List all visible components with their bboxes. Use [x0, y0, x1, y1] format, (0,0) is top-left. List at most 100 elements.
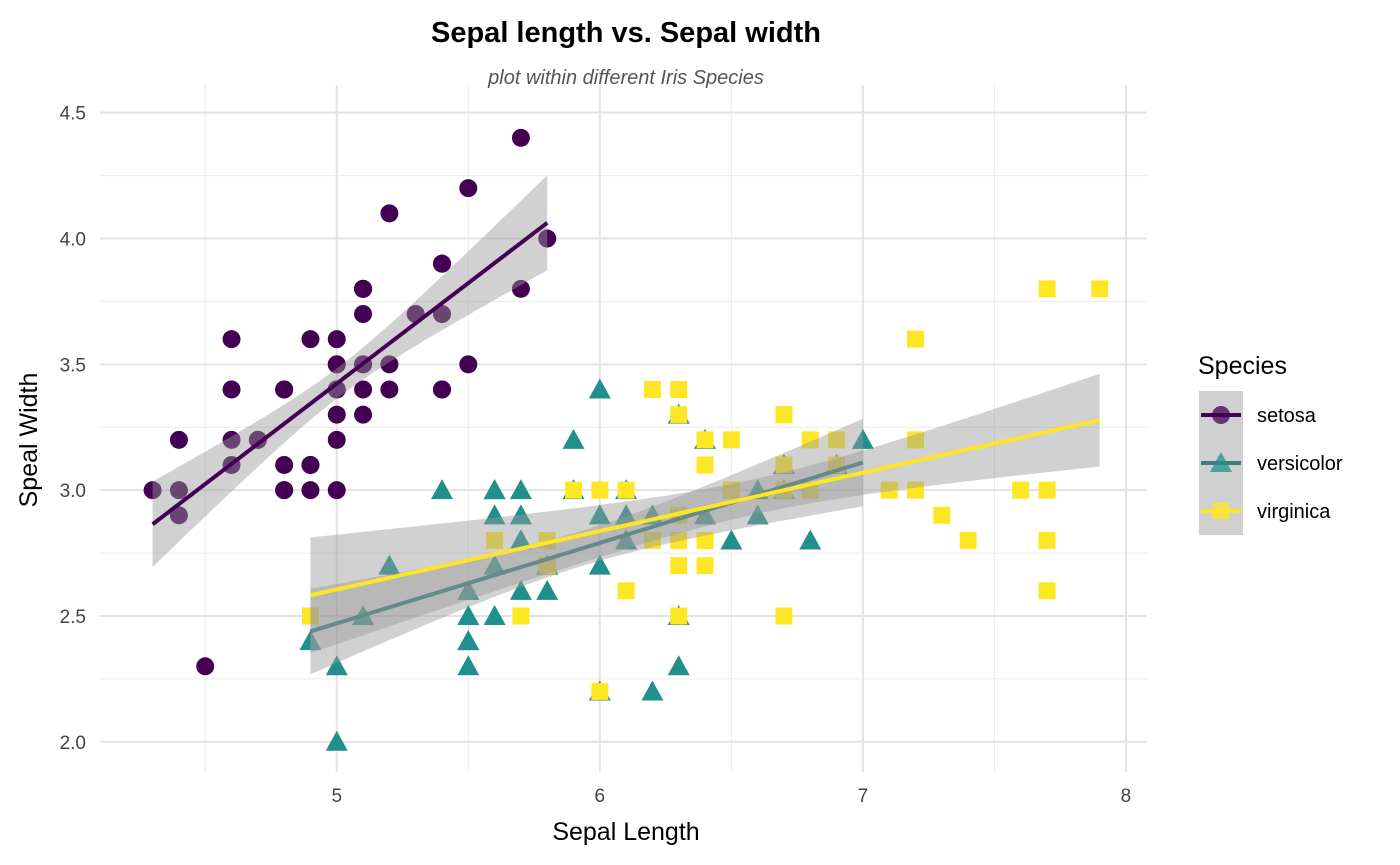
versicolor-point — [588, 554, 611, 575]
legend-label-virginica: virginica — [1257, 501, 1331, 523]
setosa-point — [327, 405, 346, 424]
versicolor-point — [615, 504, 638, 525]
versicolor-point — [694, 504, 717, 525]
versicolor-point — [483, 504, 506, 525]
versicolor-point — [299, 630, 322, 651]
chart-subtitle: plot within different Iris Species — [487, 67, 764, 89]
versicolor-point — [720, 529, 743, 550]
setosa-point — [354, 305, 373, 323]
setosa-point — [511, 128, 530, 147]
virginica-point — [959, 531, 977, 549]
virginica-point — [775, 456, 793, 474]
setosa-point — [301, 330, 320, 349]
versicolor-point — [483, 479, 506, 500]
setosa-point — [354, 405, 373, 424]
setosa-point — [196, 657, 215, 676]
versicolor-point — [483, 554, 506, 575]
virginica-point — [907, 330, 925, 348]
setosa-point — [169, 430, 188, 449]
virginica-point — [775, 607, 793, 625]
versicolor-point — [325, 730, 348, 751]
versicolor-fit-line — [309, 460, 864, 634]
points-layer — [143, 128, 1109, 751]
virginica-point — [617, 481, 635, 499]
setosa-point — [301, 481, 320, 500]
virginica-point — [907, 431, 925, 449]
versicolor-point — [457, 630, 480, 651]
virginica-point — [512, 607, 530, 625]
setosa-point — [354, 279, 373, 298]
versicolor-point — [483, 604, 506, 625]
versicolor-point — [799, 529, 822, 550]
legend-key-triangle-icon — [1210, 452, 1232, 472]
virginica-point — [486, 531, 504, 549]
virginica-point — [1038, 481, 1056, 499]
versicolor-point — [641, 680, 664, 701]
virginica-point — [1091, 280, 1109, 298]
x-axis-label: Sepal Length — [552, 818, 699, 846]
fit-layer — [151, 175, 1101, 675]
x-tick-label: 5 — [331, 786, 342, 807]
virginica-point — [933, 506, 951, 524]
virginica-point — [907, 481, 925, 499]
chart-title: Sepal length vs. Sepal width — [431, 17, 821, 49]
virginica-point — [591, 481, 609, 499]
versicolor-point — [509, 479, 532, 500]
axis-ticks: 5 6 7 8 2.0 2.5 3.0 3.5 4.0 4.5 — [60, 104, 1132, 807]
setosa-point — [459, 179, 478, 198]
x-tick-label: 8 — [1121, 786, 1132, 807]
legend-title: Species — [1198, 352, 1287, 380]
virginica-point — [670, 607, 688, 625]
virginica-point — [643, 380, 661, 398]
setosa-point — [354, 380, 373, 399]
virginica-point — [670, 531, 688, 549]
y-tick-label: 4.5 — [60, 104, 86, 125]
versicolor-point — [746, 504, 769, 525]
legend-label-setosa: setosa — [1257, 405, 1317, 427]
virginica-point — [617, 582, 635, 600]
setosa-point — [432, 254, 451, 273]
versicolor-point — [588, 504, 611, 525]
y-tick-label: 2.5 — [60, 607, 86, 628]
y-tick-label: 3.5 — [60, 355, 86, 376]
versicolor-point — [588, 378, 611, 399]
legend-key-circle-icon — [1212, 406, 1230, 424]
setosa-point — [169, 481, 188, 500]
setosa-point — [538, 229, 557, 248]
virginica-point — [696, 557, 714, 575]
virginica-point — [696, 431, 714, 449]
versicolor-point — [457, 579, 480, 600]
setosa-point — [248, 430, 267, 449]
versicolor-point — [536, 579, 559, 600]
virginica-point — [1038, 531, 1056, 549]
virginica-point — [801, 431, 819, 449]
virginica-fit-line — [310, 418, 1101, 598]
virginica-point — [696, 531, 714, 549]
virginica-confidence-band — [310, 373, 1100, 654]
y-tick-label: 2.0 — [60, 733, 86, 754]
versicolor-point — [509, 579, 532, 600]
virginica-point — [1038, 280, 1056, 298]
x-tick-label: 7 — [858, 786, 869, 807]
virginica-point — [1038, 582, 1056, 600]
versicolor-point — [509, 529, 532, 550]
setosa-point — [222, 330, 241, 349]
virginica-point — [643, 531, 661, 549]
setosa-fit-line — [151, 221, 549, 526]
virginica-point — [565, 481, 583, 499]
legend-key-square-icon — [1212, 502, 1230, 520]
versicolor-point — [457, 655, 480, 676]
setosa-point — [327, 355, 346, 374]
virginica-point — [828, 431, 846, 449]
virginica-point — [670, 406, 688, 424]
setosa-point — [275, 481, 294, 500]
virginica-point — [775, 406, 793, 424]
virginica-point — [670, 557, 688, 575]
setosa-point — [327, 430, 346, 449]
versicolor-point — [378, 554, 401, 575]
setosa-point — [327, 330, 346, 349]
legend-label-versicolor: versicolor — [1257, 453, 1343, 475]
virginica-point — [670, 380, 688, 398]
virginica-point — [722, 431, 740, 449]
